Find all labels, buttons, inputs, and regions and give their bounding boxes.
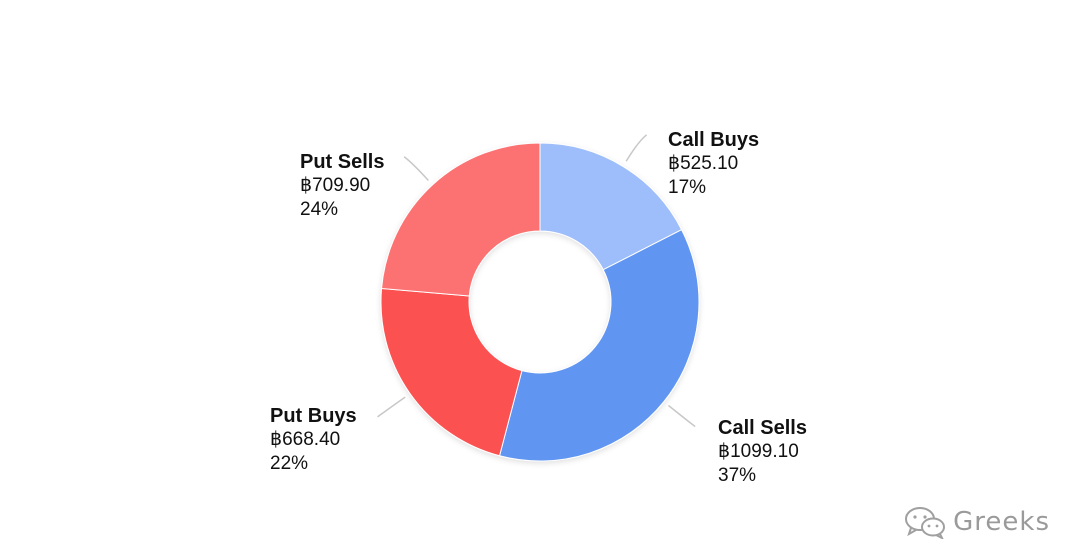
slice-name: Call Sells [718,417,807,439]
leader-line-put-sells [403,156,429,181]
slice-call-sells[interactable] [498,229,700,462]
wechat-icon [905,507,946,539]
slice-percent: 37% [718,465,757,486]
leader-lines [377,134,696,428]
slice-value: ฿709.90 [300,175,371,196]
slice-put-sells[interactable] [381,142,541,297]
label-put-sells: Put Sells ฿709.90 24% [300,150,384,222]
watermark: Greeks [903,505,1050,539]
slice-put-buys[interactable] [380,287,523,457]
donut-slices [380,142,700,462]
slice-percent: 22% [270,453,309,474]
label-call-sells: Call Sells ฿1099.10 37% [718,416,807,488]
slice-call-buys[interactable] [539,142,683,271]
leader-line-put-buys [377,396,406,418]
slice-percent: 17% [668,177,707,198]
slice-percent: 24% [300,199,339,220]
slice-name: Call Buys [668,129,760,151]
leader-line-call-buys [625,134,648,162]
slice-value: ฿525.10 [668,153,739,174]
leader-line-call-sells [668,404,696,428]
slice-value: ฿1099.10 [718,441,799,462]
slice-name: Put Buys [270,405,357,427]
label-put-buys: Put Buys ฿668.40 22% [270,404,357,476]
watermark-text: Greeks [953,507,1050,537]
label-call-buys: Call Buys ฿525.10 17% [668,128,759,200]
slice-value: ฿668.40 [270,429,341,450]
slice-name: Put Sells [300,151,385,173]
